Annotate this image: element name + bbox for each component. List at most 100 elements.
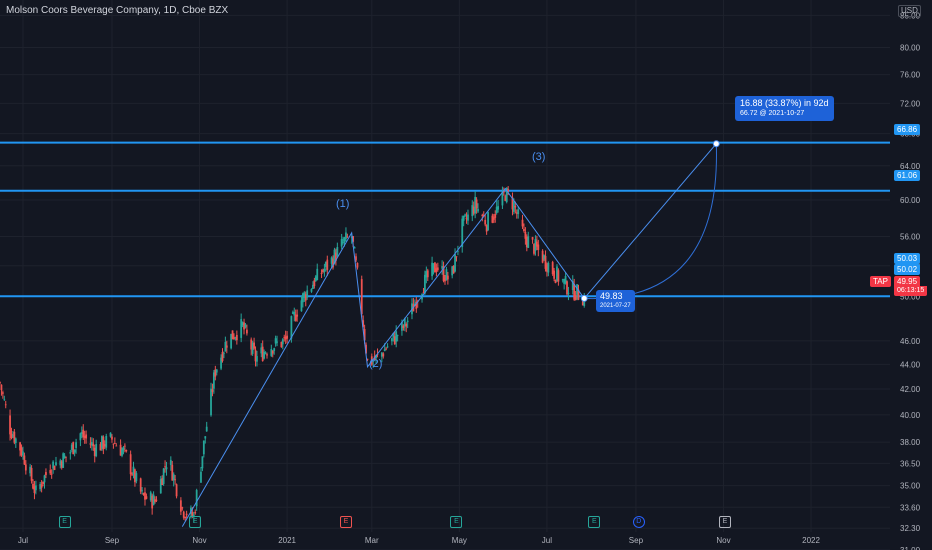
dividend-icon[interactable]: D — [632, 516, 645, 528]
candle-body — [165, 467, 168, 470]
candle-body — [487, 212, 489, 231]
candle-body — [422, 292, 425, 294]
candle-body — [431, 262, 433, 277]
candle-body — [393, 336, 396, 345]
candle-body — [290, 316, 293, 339]
candle-body — [390, 338, 393, 342]
currency-label[interactable]: USD — [898, 5, 921, 17]
candle-body — [434, 262, 436, 273]
candle-body — [40, 484, 43, 488]
candle-body — [345, 232, 347, 240]
candle-body — [284, 336, 287, 340]
candle-body — [485, 225, 488, 232]
candle-body — [144, 492, 146, 500]
chart-title: Molson Coors Beverage Company, 1D, Cboe … — [6, 5, 229, 16]
candle-body — [123, 445, 126, 447]
projection-start-callout[interactable]: 49.83 2021-07-27 — [596, 290, 635, 312]
x-tick-label: Jul — [542, 536, 552, 545]
candle-body — [544, 255, 547, 269]
x-tick-label: Sep — [105, 536, 120, 545]
candle-body — [312, 284, 314, 289]
candle-body — [204, 436, 207, 439]
candle-body — [537, 244, 540, 250]
candle-body — [335, 252, 337, 261]
candle-body — [557, 270, 560, 282]
candle-body — [576, 284, 578, 295]
candle-body — [322, 269, 324, 273]
candle-body — [75, 442, 77, 448]
candle-body — [253, 342, 255, 349]
earnings-icon[interactable]: E — [450, 516, 463, 528]
candle-body — [413, 303, 416, 306]
candle-body — [90, 442, 93, 446]
earnings-icon[interactable]: E — [588, 516, 601, 528]
wave-label-3: (3) — [532, 151, 546, 163]
candle-body — [375, 355, 377, 359]
y-tick-label: 31.00 — [900, 546, 921, 550]
candle-body — [521, 219, 524, 227]
candle-body — [323, 268, 326, 272]
candle-body — [101, 435, 103, 449]
candle-body — [149, 492, 152, 501]
candle-body — [211, 389, 214, 392]
candle-body — [553, 270, 555, 279]
candle-body — [482, 214, 485, 217]
candle-body — [547, 263, 550, 273]
candle-body — [385, 348, 388, 350]
projection-start-price: 49.83 — [600, 291, 623, 301]
candle-body — [4, 404, 7, 406]
candle-body — [356, 262, 359, 268]
candle-body — [474, 196, 477, 214]
level-tag-66-86: 66.86 — [894, 124, 921, 135]
countdown-tag: 06:13:15 — [894, 286, 928, 296]
x-tick-label: May — [452, 536, 467, 545]
candle-body — [556, 266, 558, 281]
candle-body — [65, 456, 67, 458]
candle-body — [455, 256, 458, 258]
candle-body — [382, 353, 385, 357]
candle-body — [461, 218, 464, 247]
symbol-tag: TAP — [870, 276, 891, 287]
candle-body — [224, 341, 227, 352]
level-tag-50-03: 50.03 — [894, 253, 921, 264]
candle-body — [231, 330, 234, 340]
drawings — [181, 140, 720, 527]
y-tick-label: 80.00 — [900, 43, 921, 52]
candle-body — [63, 455, 66, 459]
candle-body — [79, 433, 82, 441]
candle-body — [294, 314, 297, 321]
candle-body — [185, 513, 188, 516]
candle-body — [481, 214, 484, 217]
candle-body — [1, 392, 4, 394]
projection-callout[interactable]: 16.88 (33.87%) in 92d 66.72 @ 2021-10-27 — [735, 96, 834, 121]
candle-body — [234, 337, 237, 339]
candle-body — [534, 239, 537, 251]
candle-body — [362, 320, 365, 327]
candle-body — [172, 474, 175, 481]
candle-body — [444, 278, 446, 282]
candle-body — [451, 266, 454, 276]
candle-body — [415, 301, 418, 309]
candle-body — [346, 236, 349, 238]
candle-body — [263, 351, 266, 359]
candle-body — [446, 275, 449, 280]
earnings-icon[interactable]: E — [58, 516, 71, 528]
candle-body — [194, 512, 197, 514]
level-tag-50-02: 50.02 — [894, 264, 921, 275]
candle-body — [303, 292, 306, 298]
candle-body — [293, 311, 296, 316]
earnings-icon[interactable]: E — [339, 516, 352, 528]
earnings-icon[interactable]: E — [189, 516, 202, 528]
candle-body — [14, 438, 17, 444]
current-price-tag: 49.95 — [894, 276, 921, 287]
earnings-icon[interactable]: E — [718, 516, 731, 528]
candle-body — [445, 269, 448, 281]
candle-body — [221, 352, 224, 362]
y-tick-label: 44.00 — [900, 360, 921, 369]
candle-body — [112, 443, 115, 445]
candle-body — [233, 337, 235, 340]
candle-body — [85, 434, 88, 439]
wave-label-1: (1) — [336, 198, 350, 210]
projection-target: 66.72 @ 2021-10-27 — [740, 110, 805, 117]
